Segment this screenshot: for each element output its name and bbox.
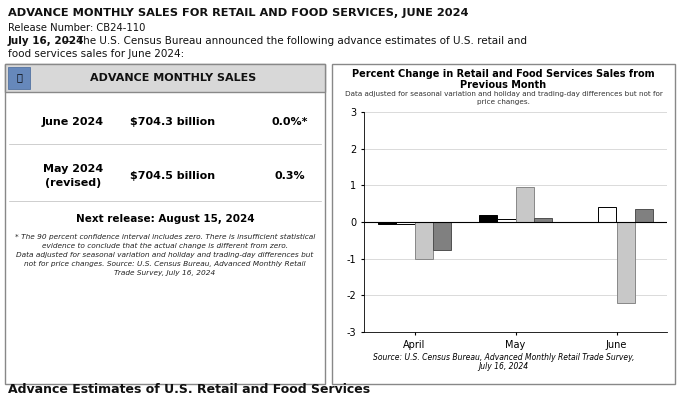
Text: * The 90 percent confidence interval includes zero. There is insufficient statis: * The 90 percent confidence interval inc… — [15, 234, 315, 240]
Text: Data adjusted for seasonal variation and holiday and trading-day differences but: Data adjusted for seasonal variation and… — [16, 252, 313, 258]
Bar — [5, 64, 325, 92]
Text: $704.5 billion: $704.5 billion — [131, 171, 216, 181]
Bar — [534, 218, 552, 222]
Text: July 16, 2024: July 16, 2024 — [479, 362, 528, 371]
Bar — [396, 222, 415, 224]
Text: (revised): (revised) — [45, 178, 101, 188]
Text: Previous Month: Previous Month — [460, 80, 547, 90]
Bar — [497, 219, 515, 222]
Text: Release Number: CB24-110: Release Number: CB24-110 — [8, 23, 146, 33]
Text: not for price changes. Source: U.S. Census Bureau, Advanced Monthly Retail: not for price changes. Source: U.S. Cens… — [24, 261, 306, 267]
Text: Source: U.S. Census Bureau, Advanced Monthly Retail Trade Survey,: Source: U.S. Census Bureau, Advanced Mon… — [373, 353, 634, 362]
Text: Data adjusted for seasonal variation and holiday and trading-day differences but: Data adjusted for seasonal variation and… — [345, 91, 662, 97]
Text: food services sales for June 2024:: food services sales for June 2024: — [8, 49, 184, 59]
Text: May 2024: May 2024 — [43, 164, 103, 174]
Text: $704.3 billion: $704.3 billion — [131, 117, 216, 127]
Bar — [617, 222, 634, 303]
Text: evidence to conclude that the actual change is different from zero.: evidence to conclude that the actual cha… — [42, 243, 288, 249]
Bar — [378, 222, 396, 224]
Text: Percent Change in Retail and Food Services Sales from: Percent Change in Retail and Food Servic… — [352, 69, 655, 79]
Text: Next release: August 15, 2024: Next release: August 15, 2024 — [75, 214, 254, 224]
Text: 🛒: 🛒 — [16, 72, 22, 82]
Text: 0.3%: 0.3% — [275, 171, 305, 181]
Text: June 2024: June 2024 — [42, 117, 104, 127]
Text: ADVANCE MONTHLY SALES FOR RETAIL AND FOOD SERVICES, JUNE 2024: ADVANCE MONTHLY SALES FOR RETAIL AND FOO… — [8, 8, 469, 18]
Bar — [415, 222, 432, 259]
Text: Trade Survey, July 16, 2024: Trade Survey, July 16, 2024 — [114, 270, 216, 276]
Bar — [5, 64, 325, 384]
Bar — [332, 64, 675, 384]
Bar — [8, 67, 30, 89]
Text: Advance Estimates of U.S. Retail and Food Services: Advance Estimates of U.S. Retail and Foo… — [8, 383, 370, 396]
Bar — [515, 187, 534, 222]
Bar — [598, 207, 617, 222]
Text: July 16, 2024: July 16, 2024 — [8, 36, 84, 46]
Text: ADVANCE MONTHLY SALES: ADVANCE MONTHLY SALES — [90, 73, 256, 83]
Bar — [634, 209, 653, 222]
Bar — [479, 215, 497, 222]
Text: 0.0%*: 0.0%* — [272, 117, 308, 127]
Text: — The U.S. Census Bureau announced the following advance estimates of U.S. retai: — The U.S. Census Bureau announced the f… — [60, 36, 527, 46]
Bar — [432, 222, 451, 250]
Text: price changes.: price changes. — [477, 99, 530, 105]
